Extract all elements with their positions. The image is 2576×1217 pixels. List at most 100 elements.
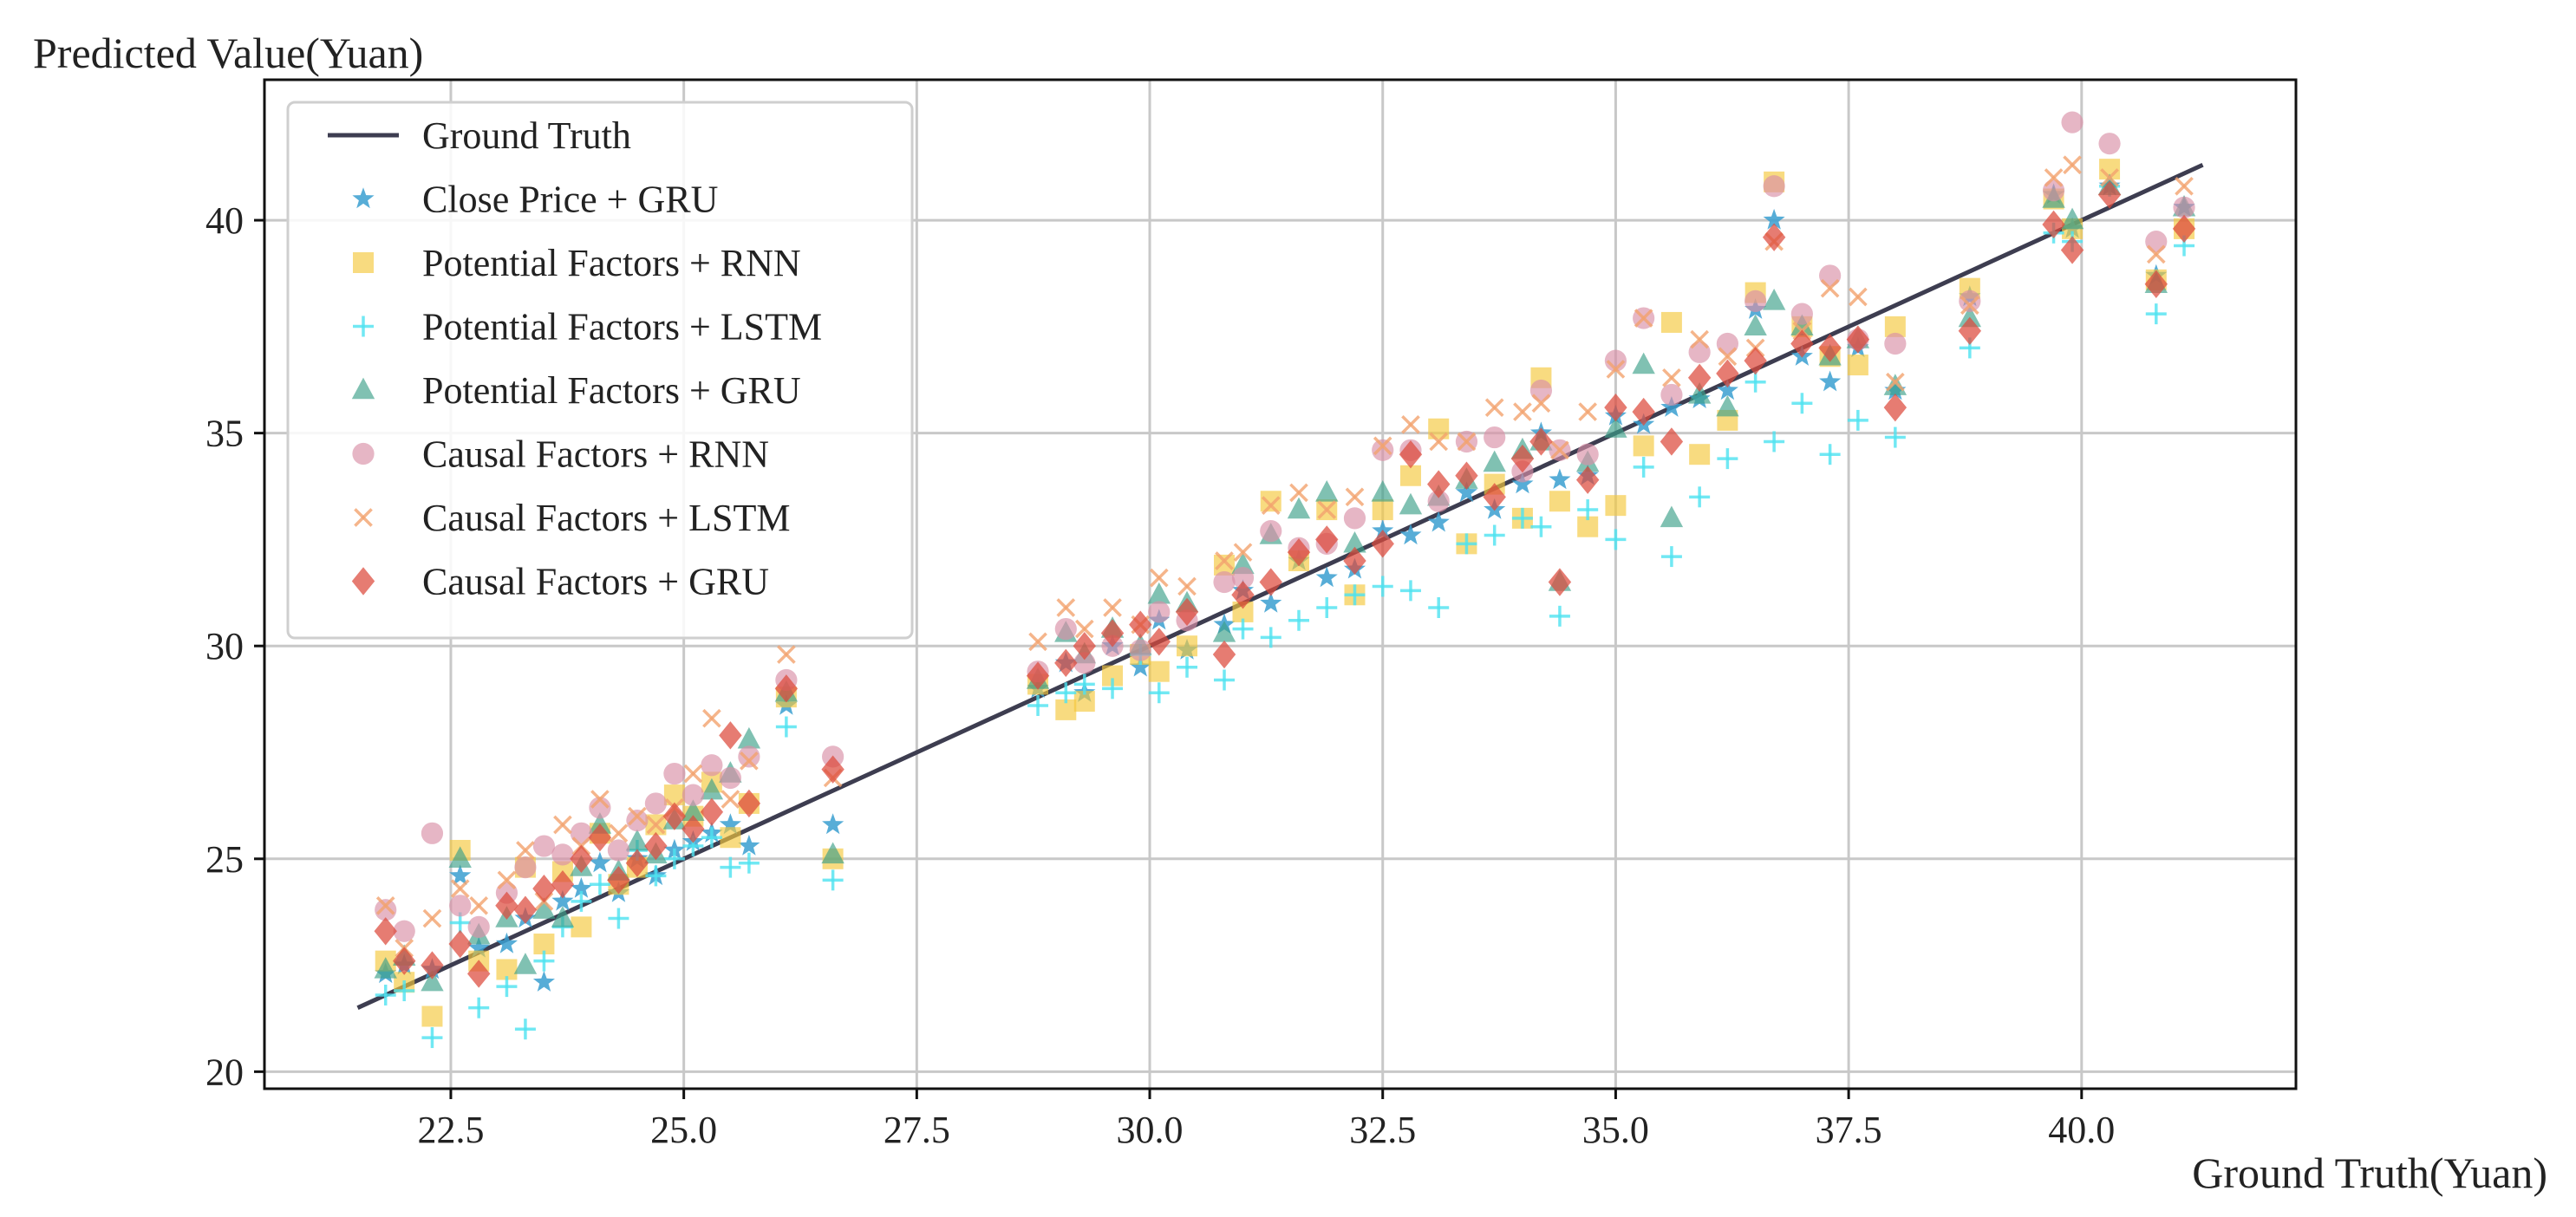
point-potential-factors-lstm — [1344, 584, 1366, 606]
ground-truth-line — [356, 162, 2204, 1010]
point-causal-factors-gru — [1100, 619, 1125, 648]
point-causal-factors-lstm — [2100, 168, 2119, 187]
point-causal-factors-gru — [1660, 427, 1684, 456]
point-causal-factors-lstm — [469, 895, 489, 915]
point-close-price-gru — [532, 971, 555, 992]
point-causal-factors-rnn — [1529, 379, 1553, 402]
point-close-price-gru — [467, 936, 490, 958]
point-close-price-gru — [1399, 524, 1422, 545]
point-potential-factors-lstm — [1177, 656, 1198, 678]
x-tick-label: 35.0 — [1582, 1109, 1649, 1151]
x-tick-label: 30.0 — [1117, 1109, 1184, 1151]
legend-label: Potential Factors + GRU — [422, 369, 801, 412]
legend-marker — [351, 567, 375, 595]
point-potential-factors-rnn — [1177, 635, 1198, 657]
point-close-price-gru — [1511, 472, 1534, 494]
y-tick-label: 35 — [205, 413, 244, 455]
point-causal-factors-gru — [1762, 223, 1786, 251]
point-potential-factors-lstm — [1148, 682, 1170, 704]
point-causal-factors-lstm — [1550, 440, 1569, 460]
point-causal-factors-gru — [821, 755, 845, 784]
point-causal-factors-lstm — [1718, 347, 1738, 367]
point-causal-factors-lstm — [1149, 568, 1169, 588]
point-causal-factors-lstm — [2146, 244, 2166, 264]
point-causal-factors-rnn — [1129, 639, 1151, 661]
point-causal-factors-gru — [1846, 325, 1870, 354]
point-causal-factors-lstm — [1215, 551, 1234, 570]
point-potential-factors-gru — [1315, 480, 1339, 502]
point-potential-factors-gru — [1147, 582, 1171, 604]
point-causal-factors-gru — [393, 947, 416, 975]
point-potential-factors-gru — [374, 957, 397, 979]
point-close-price-gru — [1455, 481, 1477, 503]
point-causal-factors-lstm — [516, 841, 535, 860]
point-causal-factors-lstm — [497, 870, 517, 890]
point-potential-factors-gru — [1212, 621, 1236, 642]
point-causal-factors-rnn — [644, 792, 668, 815]
point-causal-factors-lstm — [609, 823, 629, 843]
point-causal-factors-rnn — [1576, 443, 1599, 465]
x-axis-title: Ground Truth(Yuan) — [2192, 1149, 2547, 1197]
point-potential-factors-rnn — [1633, 435, 1654, 457]
legend-label: Potential Factors + RNN — [422, 242, 801, 284]
point-potential-factors-gru — [1744, 314, 1767, 336]
point-potential-factors-lstm — [1633, 456, 1654, 478]
point-potential-factors-lstm — [645, 865, 667, 887]
point-causal-factors-rnn — [1343, 507, 1366, 530]
point-causal-factors-gru — [1790, 329, 1814, 358]
point-causal-factors-gru — [513, 895, 538, 924]
point-potential-factors-lstm — [1717, 448, 1738, 470]
point-causal-factors-gru — [1259, 568, 1282, 596]
legend-marker — [352, 442, 375, 465]
point-causal-factors-gru — [1529, 427, 1553, 456]
point-potential-factors-gru — [1604, 416, 1627, 438]
point-potential-factors-lstm — [1530, 516, 1552, 537]
point-potential-factors-lstm — [1484, 524, 1505, 546]
point-potential-factors-lstm — [720, 856, 741, 878]
point-potential-factors-lstm — [1316, 597, 1338, 619]
point-potential-factors-lstm — [1055, 682, 1077, 704]
point-close-price-gru — [589, 851, 611, 873]
point-potential-factors-lstm — [1232, 618, 1254, 640]
point-causal-factors-rnn — [1716, 332, 1738, 355]
point-causal-factors-rnn — [1148, 601, 1171, 623]
point-causal-factors-lstm — [740, 751, 759, 771]
point-causal-factors-lstm — [1886, 372, 1905, 392]
point-potential-factors-lstm — [1605, 529, 1627, 550]
point-causal-factors-lstm — [1578, 402, 1598, 421]
point-potential-factors-lstm — [1428, 597, 1450, 619]
point-causal-factors-lstm — [1690, 329, 1709, 349]
legend-label: Causal Factors + GRU — [422, 561, 769, 603]
point-causal-factors-rnn — [701, 754, 723, 777]
point-potential-factors-lstm — [421, 1027, 443, 1049]
point-close-price-gru — [1819, 370, 1842, 392]
point-causal-factors-rnn — [1660, 383, 1683, 407]
point-causal-factors-rnn — [1688, 341, 1711, 363]
y-tick-label: 25 — [205, 838, 244, 881]
point-causal-factors-lstm — [1401, 414, 1420, 434]
point-causal-factors-lstm — [1233, 543, 1253, 563]
point-potential-factors-lstm — [394, 980, 415, 1002]
ground-truth-line-layer — [356, 162, 2204, 1010]
point-potential-factors-lstm — [775, 716, 797, 738]
point-potential-factors-rnn — [1660, 311, 1682, 333]
point-potential-factors-lstm — [1102, 678, 1124, 700]
point-potential-factors-gru — [1660, 505, 1684, 528]
point-close-price-gru — [1427, 511, 1450, 532]
point-causal-factors-lstm — [2175, 176, 2194, 196]
point-causal-factors-gru — [2097, 180, 2122, 209]
point-causal-factors-rnn — [2061, 111, 2084, 133]
point-causal-factors-rnn — [2098, 133, 2121, 155]
point-causal-factors-lstm — [1289, 483, 1308, 503]
point-potential-factors-rnn — [571, 916, 592, 938]
point-potential-factors-gru — [681, 799, 705, 821]
point-potential-factors-lstm — [1214, 669, 1236, 691]
point-potential-factors-gru — [1762, 288, 1786, 310]
point-causal-factors-gru — [448, 929, 472, 959]
point-causal-factors-gru — [700, 797, 724, 826]
point-potential-factors-lstm — [701, 827, 722, 849]
point-causal-factors-gru — [570, 844, 593, 873]
point-potential-factors-gru — [1687, 382, 1712, 404]
point-causal-factors-lstm — [1345, 487, 1365, 507]
